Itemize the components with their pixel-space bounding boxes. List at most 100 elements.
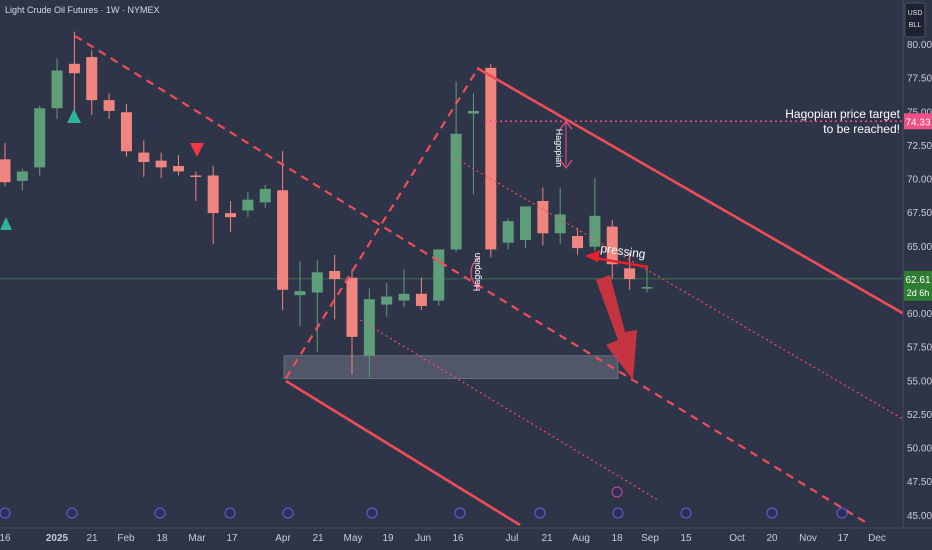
target-price-label: 74.33 — [905, 117, 930, 128]
x-tick-label: 19 — [382, 533, 394, 544]
currency-badge-label: USD — [908, 10, 923, 17]
y-tick-label: 75.00 — [907, 107, 932, 118]
x-tick-label: Oct — [729, 533, 745, 544]
bearish-candle[interactable] — [624, 268, 636, 280]
bearish-candle[interactable] — [207, 175, 219, 214]
y-tick-label: 55.00 — [907, 376, 932, 387]
x-tick-label: May — [344, 533, 363, 544]
y-tick-label: 80.00 — [907, 40, 932, 51]
bearish-candle[interactable] — [190, 175, 202, 177]
event-marker-icon[interactable] — [766, 507, 778, 519]
bullish-candle[interactable] — [294, 291, 306, 296]
bearish-candle[interactable] — [173, 166, 184, 172]
x-tick-label: Jun — [415, 533, 431, 544]
bearish-candle[interactable] — [277, 190, 289, 290]
x-tick-label: 16 — [0, 533, 11, 544]
target-note-line1: Hagopian price target — [785, 107, 900, 121]
dotted-lower-parallel — [359, 319, 659, 501]
channel-lower-line[interactable] — [285, 379, 521, 527]
bullish-candle[interactable] — [502, 221, 514, 243]
channel-median-dashed[interactable] — [439, 261, 871, 526]
currency-badge-label: BLL — [909, 22, 922, 29]
bullish-candle[interactable] — [34, 108, 46, 168]
buy-signal-icon — [0, 217, 12, 230]
bearish-candle[interactable] — [0, 159, 11, 183]
bullish-candle[interactable] — [381, 296, 393, 305]
bullish-candle[interactable] — [398, 293, 410, 301]
support-zone[interactable] — [283, 355, 619, 380]
bearish-candle[interactable] — [329, 270, 341, 280]
hagopian-bracket — [470, 256, 481, 290]
y-tick-label: 57.50 — [907, 343, 932, 354]
bearish-candle[interactable] — [572, 235, 584, 249]
y-tick-label: 50.00 — [907, 444, 932, 455]
bullish-candle[interactable] — [554, 214, 566, 234]
bearish-candle[interactable] — [120, 112, 132, 152]
event-marker-icon[interactable] — [224, 507, 236, 519]
chevron-down-icon — [559, 159, 573, 169]
bullish-candle[interactable] — [641, 287, 653, 289]
event-marker-icon[interactable] — [680, 507, 692, 519]
time-axis-panel — [0, 528, 932, 550]
bullish-candle[interactable] — [467, 110, 479, 114]
target-price-badge — [904, 113, 932, 130]
x-tick-label: Dec — [868, 533, 886, 544]
event-marker-icon[interactable] — [282, 507, 294, 519]
y-tick-label: 52.50 — [907, 410, 932, 421]
projection-arrow[interactable] — [596, 275, 637, 380]
dashed-trendline[interactable] — [74, 35, 441, 263]
x-tick-label: 17 — [837, 533, 849, 544]
event-marker-icon[interactable] — [154, 507, 166, 519]
bearish-candle[interactable] — [606, 226, 618, 265]
bearish-candle[interactable] — [86, 57, 98, 101]
y-tick-label: 72.50 — [907, 141, 932, 152]
bullish-candle[interactable] — [433, 249, 445, 301]
x-tick-label: 17 — [226, 533, 238, 544]
x-tick-label: Sep — [641, 533, 659, 544]
bearish-candle[interactable] — [103, 100, 115, 111]
bullish-candle[interactable] — [259, 188, 271, 203]
current-price-badge — [904, 270, 932, 301]
bearish-candle[interactable] — [138, 152, 150, 163]
channel-upper-line[interactable] — [476, 66, 932, 332]
bearish-candle[interactable] — [485, 67, 497, 250]
bullish-candle[interactable] — [520, 206, 531, 241]
event-marker-icon[interactable] — [534, 507, 546, 519]
event-marker-icon[interactable] — [836, 507, 848, 519]
x-tick-label: 21 — [541, 533, 553, 544]
bullish-candle[interactable] — [311, 272, 323, 293]
x-tick-label: Mar — [188, 533, 206, 544]
y-tick-label: 67.50 — [907, 208, 932, 219]
event-marker-icon[interactable] — [366, 507, 378, 519]
x-tick-label: 20 — [766, 533, 778, 544]
event-marker-icon[interactable] — [66, 507, 78, 519]
y-tick-label: 70.00 — [907, 175, 932, 186]
event-marker-icon[interactable] — [612, 507, 624, 519]
currency-badge[interactable] — [904, 2, 926, 38]
event-marker-icon[interactable] — [0, 507, 11, 519]
bearish-candle[interactable] — [537, 201, 549, 234]
bearish-candle[interactable] — [415, 293, 427, 306]
bearish-candle[interactable] — [155, 160, 167, 168]
bullish-candle[interactable] — [363, 299, 375, 356]
bearish-candle[interactable] — [225, 213, 237, 218]
x-tick-label: Aug — [572, 533, 590, 544]
event-marker-icon[interactable] — [454, 507, 466, 519]
bullish-candle[interactable] — [16, 171, 28, 181]
bearish-candle[interactable] — [68, 63, 80, 74]
x-tick-label: Nov — [799, 533, 817, 544]
bullish-candle[interactable] — [242, 199, 254, 211]
pressing-label: pressing — [600, 241, 647, 261]
pressing-arrow-line[interactable] — [594, 256, 649, 269]
bullish-candle[interactable] — [450, 133, 462, 250]
bullish-candle[interactable] — [51, 70, 63, 109]
y-tick-label: 60.00 — [907, 309, 932, 320]
dashed-median-line[interactable] — [285, 69, 478, 379]
bullish-candle[interactable] — [589, 215, 601, 247]
bearish-candle[interactable] — [346, 277, 358, 337]
x-tick-label: Apr — [275, 533, 291, 544]
event-marker-icon[interactable] — [611, 486, 623, 498]
dotted-upper-parallel — [454, 157, 932, 437]
